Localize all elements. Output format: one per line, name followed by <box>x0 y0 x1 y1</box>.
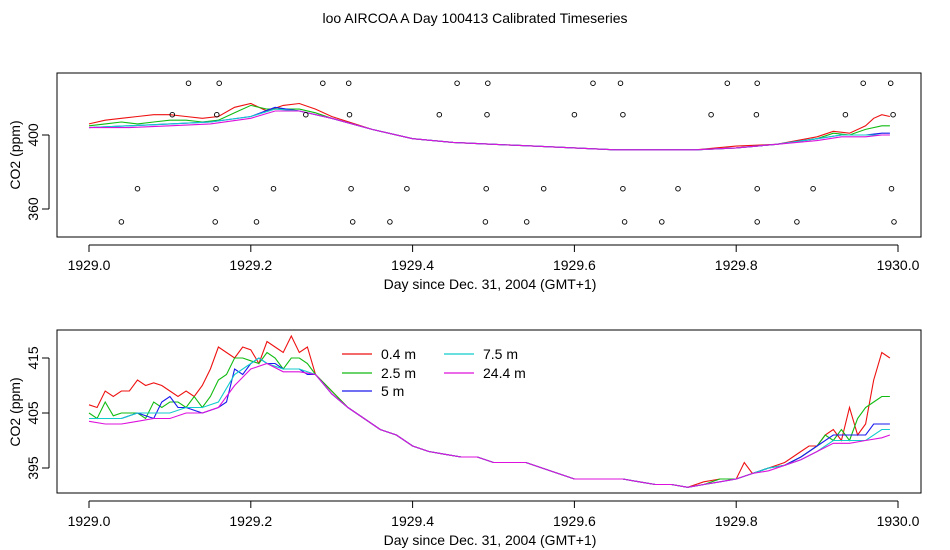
top-y-axis-label: CO2 (ppm) <box>7 120 23 189</box>
top-x-axis: 1929.0 1929.2 1929.4 1929.6 1929.8 1930.0 <box>68 244 920 273</box>
legend-entry: 7.5 m <box>444 346 518 362</box>
data-point-marker <box>708 111 714 118</box>
x-tick-label: 1929.4 <box>391 257 434 273</box>
data-point-marker <box>213 185 219 192</box>
data-point-marker <box>887 80 894 86</box>
bottom-y-axis: 395 405 415 <box>25 346 50 480</box>
x-tick-label: 1929.4 <box>391 513 434 529</box>
bottom-y-axis-label: CO2 (ppm) <box>7 377 23 446</box>
x-tick-label: 1930.0 <box>877 257 920 273</box>
data-point-marker <box>540 185 547 192</box>
legend-label: 5 m <box>381 383 404 399</box>
x-tick-label: 1929.0 <box>68 513 111 529</box>
top-series-layer <box>88 102 891 151</box>
data-point-marker <box>404 185 410 192</box>
top-series-line-2-5-m <box>88 104 890 151</box>
x-tick-label: 1929.6 <box>553 513 596 529</box>
data-point-marker <box>621 219 628 225</box>
data-point-marker <box>754 185 760 192</box>
data-point-marker <box>888 185 895 192</box>
data-point-marker <box>346 111 353 118</box>
top-marker-layer <box>118 80 897 225</box>
data-point-marker <box>436 111 443 118</box>
data-point-marker <box>891 219 897 225</box>
data-point-marker <box>216 80 222 86</box>
data-point-marker <box>483 185 489 192</box>
x-tick-label: 1929.8 <box>715 513 758 529</box>
top-series-line-24-4-m <box>89 110 890 151</box>
legend: 0.4 m 2.5 m 5 m 7.5 m 24.4 m <box>342 346 526 399</box>
data-point-marker <box>754 80 760 86</box>
data-point-marker <box>118 219 125 225</box>
data-point-marker <box>214 111 220 118</box>
data-point-marker <box>212 219 218 225</box>
top-series-line-0-4-m <box>88 102 891 151</box>
x-tick-label: 1929.8 <box>715 257 758 273</box>
data-point-marker <box>590 80 596 86</box>
chart-title: loo AIRCOA A Day 100413 Calibrated Times… <box>322 10 628 26</box>
x-tick-label: 1929.6 <box>553 257 596 273</box>
y-tick-label: 395 <box>25 456 41 480</box>
data-point-marker <box>890 111 896 118</box>
data-point-marker <box>349 219 356 225</box>
top-x-axis-label: Day since Dec. 31, 2004 (GMT+1) <box>384 276 597 292</box>
data-point-marker <box>620 185 626 192</box>
data-point-marker <box>620 111 626 118</box>
bottom-plot-frame <box>56 329 922 494</box>
legend-label: 0.4 m <box>381 346 416 362</box>
data-point-marker <box>523 219 530 225</box>
data-point-marker <box>675 185 681 192</box>
data-point-marker <box>842 111 849 118</box>
data-point-marker <box>185 80 192 86</box>
data-point-marker <box>810 185 816 192</box>
data-point-marker <box>348 185 354 192</box>
top-plot-frame <box>56 72 922 238</box>
legend-entry: 24.4 m <box>444 365 526 381</box>
data-point-marker <box>270 185 277 192</box>
y-tick-label: 415 <box>25 346 41 370</box>
x-tick-label: 1929.0 <box>68 257 111 273</box>
data-point-marker <box>724 80 731 86</box>
top-y-axis: 360 400 <box>25 123 50 221</box>
data-point-marker <box>253 219 260 225</box>
bottom-series-line-24-4-m <box>88 362 891 488</box>
data-point-marker <box>617 80 624 86</box>
y-tick-label: 400 <box>25 123 41 147</box>
bottom-series-layer <box>88 334 891 488</box>
x-tick-label: 1930.0 <box>877 513 920 529</box>
bottom-x-axis-label: Day since Dec. 31, 2004 (GMT+1) <box>384 532 597 548</box>
legend-entry: 2.5 m <box>342 365 416 381</box>
data-point-marker <box>484 111 490 118</box>
data-point-marker <box>659 219 665 225</box>
data-point-marker <box>387 219 393 225</box>
data-point-marker <box>754 219 760 225</box>
legend-entry: 0.4 m <box>342 346 416 362</box>
data-point-marker <box>571 111 578 118</box>
data-point-marker <box>303 111 309 118</box>
top-panel: 1929.0 1929.2 1929.4 1929.6 1929.8 1930.0 360… <box>7 72 922 292</box>
data-point-marker <box>794 219 800 225</box>
legend-entry: 5 m <box>342 383 404 399</box>
data-point-marker <box>169 111 176 118</box>
bottom-panel: 1929.0 1929.2 1929.4 1929.6 1929.8 1930.0 395… <box>7 329 922 548</box>
x-tick-label: 1929.2 <box>229 513 272 529</box>
data-point-marker <box>860 80 866 86</box>
data-point-marker <box>482 219 489 225</box>
y-tick-label: 360 <box>25 197 41 221</box>
x-tick-label: 1929.2 <box>229 257 272 273</box>
bottom-x-axis: 1929.0 1929.2 1929.4 1929.6 1929.8 1930.0 <box>68 500 920 529</box>
y-tick-label: 405 <box>25 401 41 425</box>
data-point-marker <box>485 80 491 86</box>
legend-label: 2.5 m <box>381 365 416 381</box>
legend-label: 7.5 m <box>483 346 518 362</box>
data-point-marker <box>320 80 326 86</box>
data-point-marker <box>454 80 460 86</box>
legend-label: 24.4 m <box>483 365 526 381</box>
data-point-marker <box>345 80 352 86</box>
data-point-marker <box>753 111 760 118</box>
data-point-marker <box>134 185 141 192</box>
